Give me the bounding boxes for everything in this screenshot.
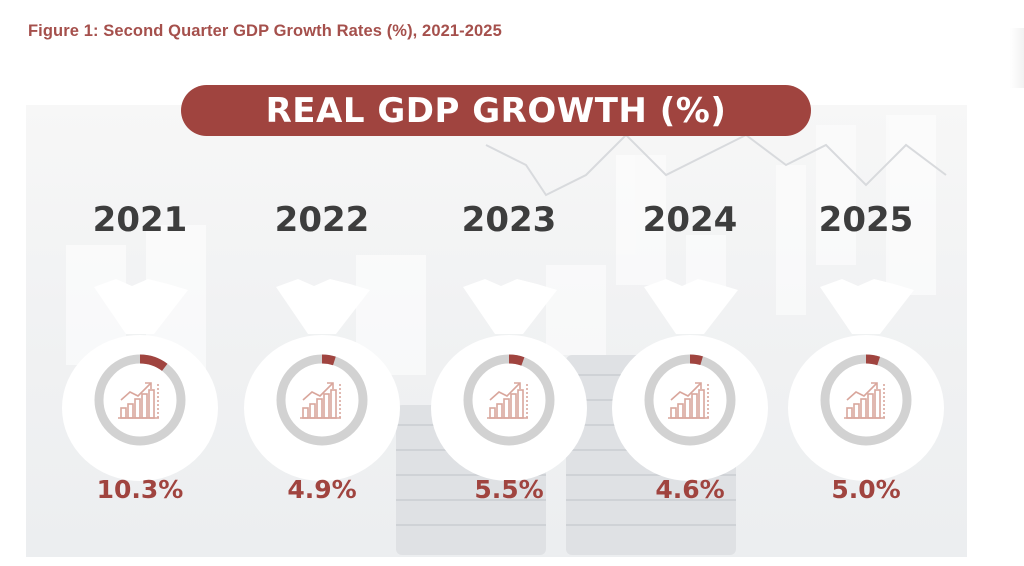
progress-ring-value-2022: [276, 354, 368, 446]
year-group-2022: 2022 4.9%: [244, 200, 400, 504]
money-bag-icon: [431, 279, 587, 481]
progress-ring-value-2024: [644, 354, 736, 446]
chart-title: REAL GDP GROWTH (%): [265, 90, 727, 131]
growth-chart-icon: [844, 382, 885, 419]
growth-chart-icon: [668, 382, 709, 419]
value-label-2022: 4.9%: [287, 475, 356, 504]
year-group-2023: 2023 5.5%: [431, 200, 587, 504]
year-label-2023: 2023: [462, 200, 557, 240]
money-bag-icon: [244, 279, 400, 481]
year-label-2022: 2022: [275, 200, 370, 240]
year-group-2021: 2021 10.3%: [62, 200, 218, 504]
money-bag-icon: [612, 279, 768, 481]
year-group-2025: 2025 5.0%: [788, 200, 944, 504]
year-label-2025: 2025: [819, 200, 914, 240]
value-label-2021: 10.3%: [97, 475, 184, 504]
growth-chart-icon: [118, 382, 159, 419]
page-edge: [1010, 28, 1024, 88]
figure-title: Figure 1: Second Quarter GDP Growth Rate…: [28, 22, 502, 40]
money-bag-icon: [62, 279, 218, 481]
progress-ring-value-2021: [94, 354, 186, 446]
progress-ring-value-2025: [820, 354, 912, 446]
growth-chart-icon: [487, 382, 528, 419]
progress-ring-value-2023: [463, 354, 555, 446]
chart-title-banner: REAL GDP GROWTH (%): [181, 85, 811, 136]
value-label-2025: 5.0%: [831, 475, 900, 504]
value-label-2024: 4.6%: [655, 475, 724, 504]
value-label-2023: 5.5%: [474, 475, 543, 504]
year-label-2021: 2021: [93, 200, 188, 240]
growth-chart-icon: [300, 382, 341, 419]
money-bag-icon: [788, 279, 944, 481]
year-group-2024: 2024 4.6%: [612, 200, 768, 504]
year-label-2024: 2024: [643, 200, 738, 240]
